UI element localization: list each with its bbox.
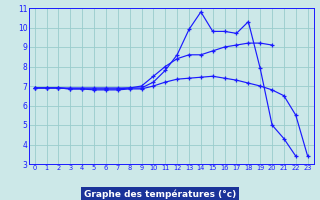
Text: Graphe des températures (°c): Graphe des températures (°c) xyxy=(84,189,236,199)
